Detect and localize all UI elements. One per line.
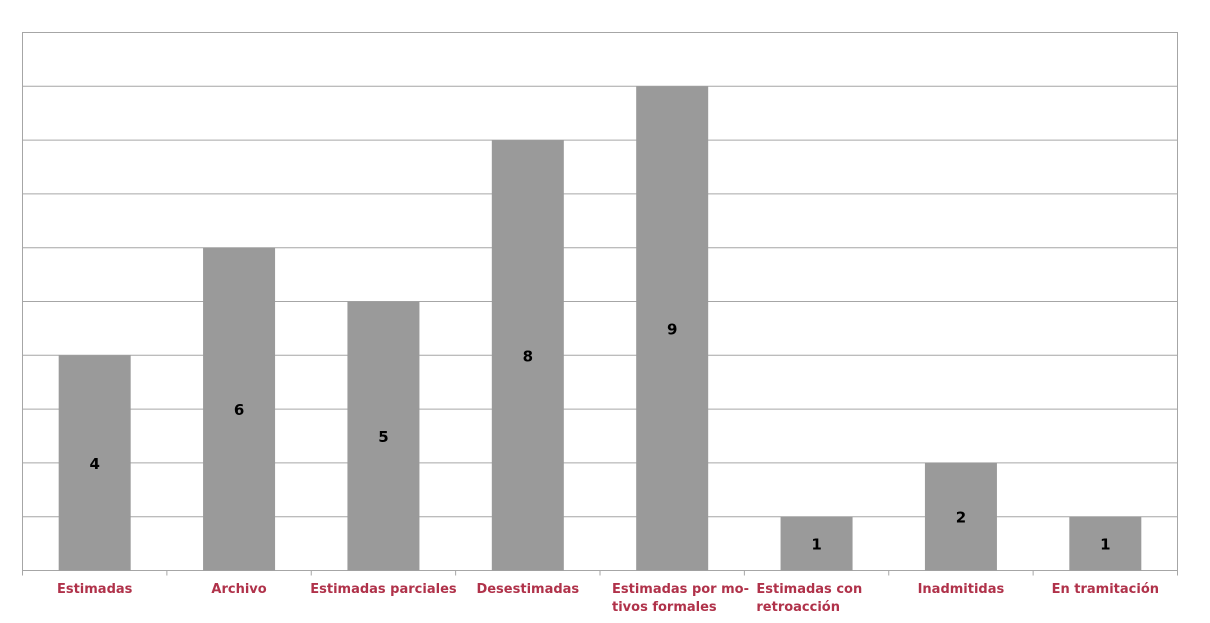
bar bbox=[203, 247, 276, 571]
category-label: Desestimadas bbox=[476, 582, 579, 597]
bar-value-label: 4 bbox=[89, 455, 99, 473]
bar bbox=[924, 462, 997, 571]
bar-value-label: 6 bbox=[234, 401, 244, 419]
bar bbox=[491, 140, 564, 571]
category-label: Estimadas por mo-tivos formales bbox=[612, 582, 749, 615]
value-labels: 4 6 5 8 9 1 2 1 bbox=[89, 320, 1110, 553]
bars bbox=[58, 86, 1142, 571]
bar bbox=[780, 516, 853, 571]
bar-value-label: 8 bbox=[523, 347, 533, 365]
bar-value-label: 9 bbox=[667, 320, 677, 338]
category-label: Estimadas con retroacción bbox=[756, 582, 862, 615]
category-label: En tramitación bbox=[1052, 582, 1159, 597]
bar bbox=[58, 355, 131, 571]
category-label: Inadmitidas bbox=[918, 582, 1005, 597]
bar-value-label: 2 bbox=[956, 509, 966, 527]
x-axis-ticks bbox=[22, 570, 1178, 576]
category-labels: Estimadas Archivo Estimadas parciales Deses… bbox=[57, 582, 1159, 615]
grid-lines bbox=[22, 85, 1178, 571]
category-label: Estimadas parciales bbox=[310, 582, 457, 597]
bar-value-label: 1 bbox=[1100, 536, 1110, 554]
bar bbox=[1069, 516, 1142, 571]
category-label: Archivo bbox=[211, 582, 266, 597]
category-label: Estimadas bbox=[57, 582, 133, 597]
bar bbox=[636, 86, 709, 571]
bar-value-label: 1 bbox=[811, 536, 821, 554]
bar bbox=[347, 301, 420, 571]
bar-value-label: 5 bbox=[378, 428, 388, 446]
